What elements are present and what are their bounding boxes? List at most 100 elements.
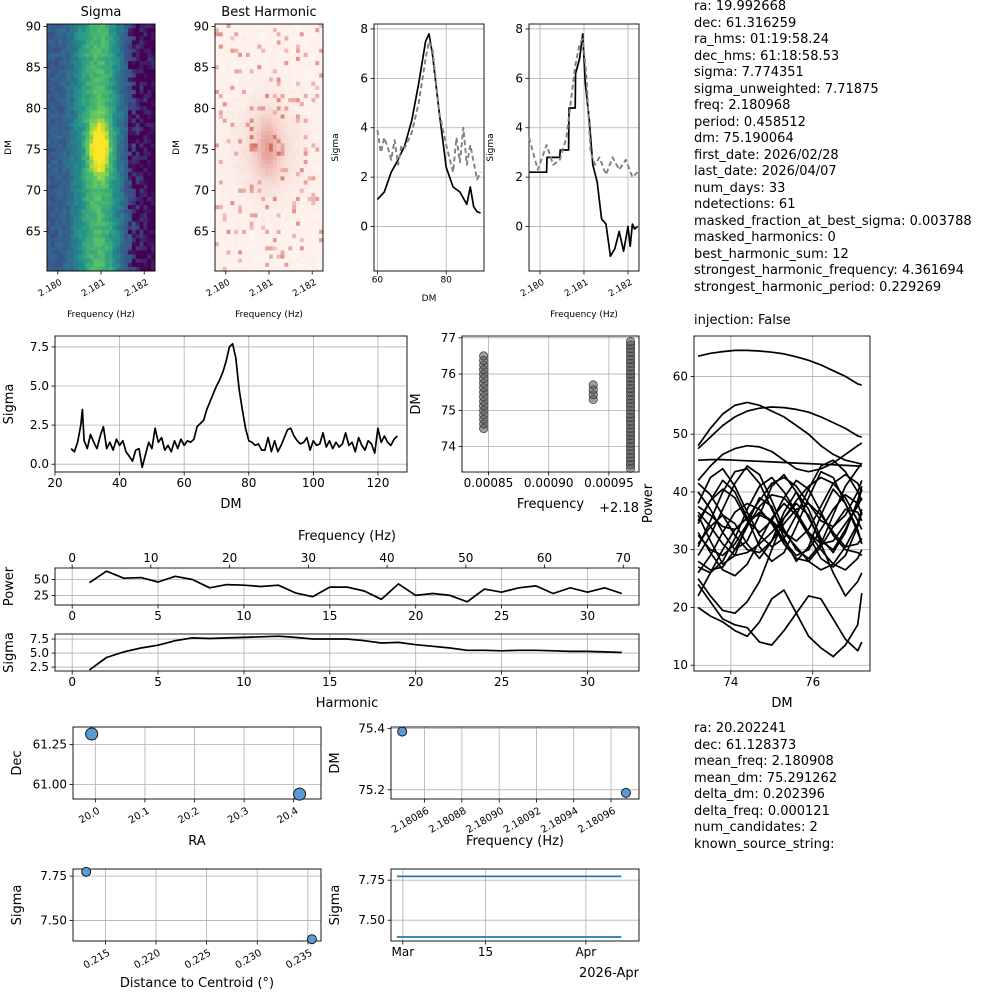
heatmap-cell [147, 56, 152, 62]
heatmap-cell [242, 139, 247, 144]
y-axis-label: Sigma [2, 632, 17, 673]
heatmap-cell [272, 258, 278, 264]
heatmap-cell [147, 110, 152, 115]
heatmap-cell [47, 126, 52, 132]
heatmap-cell [120, 89, 125, 95]
info-line: delta_freq: 0.000121 [694, 803, 830, 819]
heatmap-cell [222, 242, 227, 247]
heatmap-cell [311, 77, 316, 83]
heatmap-cell [54, 242, 59, 247]
heatmap-cell [265, 159, 270, 165]
heatmap-cell [66, 151, 71, 157]
heatmap-cell [101, 143, 106, 148]
heatmap-cell [226, 110, 231, 115]
heatmap-cell [85, 106, 90, 111]
heatmap-cell [315, 155, 320, 161]
heatmap-cell [58, 61, 63, 66]
heatmap-cell [101, 61, 106, 66]
heatmap-cell [253, 163, 258, 169]
heatmap-cell [257, 180, 262, 185]
x-tick-label: 2.182 [123, 278, 150, 300]
heatmap-cell [77, 81, 83, 87]
heatmap-cell [261, 98, 266, 103]
heatmap-cell [215, 168, 220, 173]
heatmap-cell [238, 110, 243, 115]
heatmap-cell [97, 44, 102, 50]
heatmap-cell [74, 131, 79, 136]
heatmap-cell [120, 188, 125, 194]
heatmap-cell [135, 213, 140, 218]
heatmap-cell [147, 201, 152, 206]
heatmap-cell [124, 201, 129, 206]
heatmap-cell [58, 126, 63, 132]
heatmap-cell [265, 168, 270, 173]
heatmap-cell [81, 209, 86, 214]
heatmap-cell [242, 209, 247, 214]
y-tick-label: 90 [26, 19, 41, 33]
heatmap-cell [242, 217, 247, 222]
heatmap-cell [299, 139, 305, 144]
heatmap-cell [311, 56, 316, 62]
info-line: best_harmonic_sum: 12 [694, 246, 849, 262]
heatmap-cell [245, 36, 251, 41]
y-tick-label: 70 [26, 184, 41, 198]
heatmap-cell [215, 205, 220, 210]
heatmap-cell [238, 73, 243, 78]
heatmap-cell [265, 85, 270, 91]
heatmap-cell [230, 233, 235, 239]
heatmap-cell [303, 77, 308, 83]
heatmap-cell [85, 93, 90, 99]
heatmap-cell [269, 159, 274, 165]
heatmap-cell [253, 98, 258, 103]
heatmap-cell [85, 73, 90, 78]
heatmap-cell [131, 73, 137, 78]
heatmap-cell [81, 28, 86, 33]
heatmap-cell [226, 163, 231, 169]
x-tick-label: 20.1 [127, 806, 152, 827]
heatmap-cell [104, 246, 110, 251]
heatmap-cell [120, 221, 125, 227]
heatmap-cell [151, 126, 156, 132]
heatmap-cell [280, 225, 285, 231]
heatmap-cell [104, 180, 110, 185]
heatmap-cell [120, 151, 125, 157]
heatmap-cell [218, 151, 224, 157]
heatmap-cell [307, 250, 312, 255]
heatmap-cell [128, 262, 133, 268]
heatmap-cell [93, 28, 98, 33]
y-axis-label: DM [172, 140, 182, 155]
heatmap-cell [315, 81, 320, 87]
heatmap-cell [135, 172, 140, 177]
heatmap-cell [315, 147, 320, 153]
heatmap-cell [112, 242, 117, 247]
heatmap-cell [135, 258, 140, 264]
heatmap-cell [93, 32, 98, 37]
heatmap-cell [238, 172, 243, 177]
heatmap-cell [143, 81, 148, 87]
heatmap-cell [269, 250, 274, 255]
y-tick-label: 75 [194, 143, 209, 157]
heatmap-cell [143, 209, 148, 214]
heatmap-cell [58, 188, 63, 194]
heatmap-cell [93, 184, 98, 190]
data-point [81, 866, 92, 877]
heatmap-cell [257, 221, 262, 227]
heatmap-cell [89, 131, 94, 136]
x-tick-label: 25 [494, 675, 509, 689]
heatmap-cell [242, 65, 247, 70]
heatmap-cell [296, 151, 301, 157]
heatmap-cell [299, 201, 305, 206]
heatmap-cell [292, 159, 297, 165]
heatmap-cell [54, 196, 59, 202]
heatmap-cell [249, 250, 254, 255]
heatmap-cell [135, 65, 140, 70]
heatmap-cell [143, 176, 148, 181]
heatmap-cell [62, 77, 67, 83]
heatmap-cell [116, 131, 121, 136]
heatmap-cell [269, 118, 274, 124]
heatmap-cell [234, 192, 239, 198]
x-tick-label: 0.00090 [524, 476, 574, 490]
heatmap-cell [245, 52, 251, 58]
heatmap-cell [50, 143, 56, 148]
